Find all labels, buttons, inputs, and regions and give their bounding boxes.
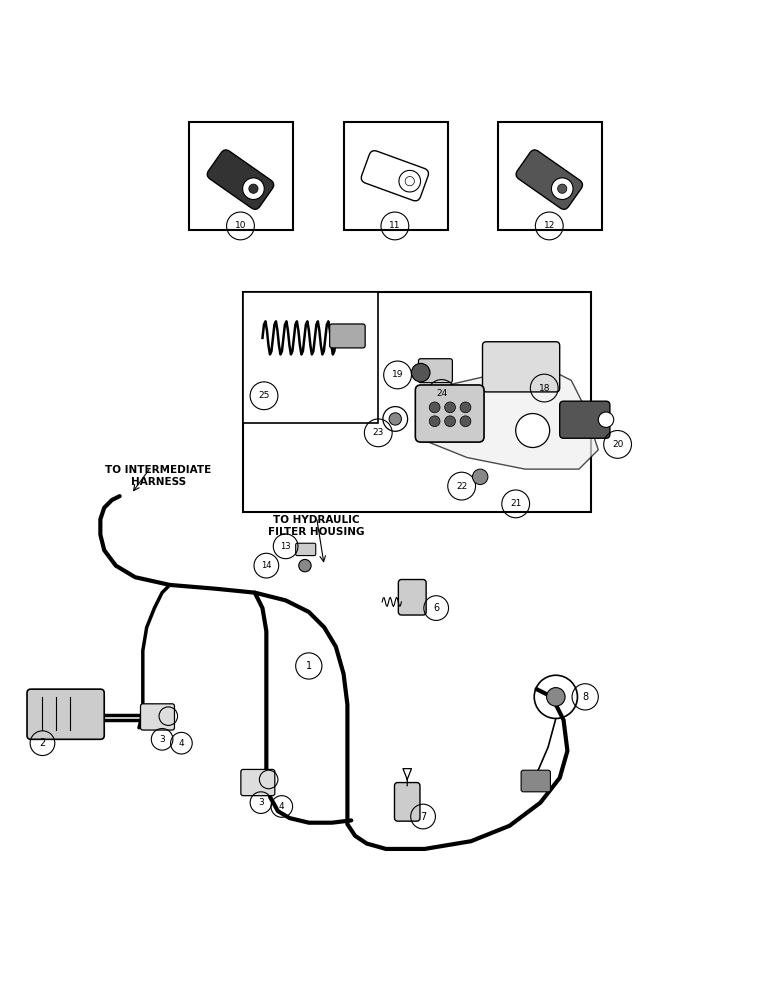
Text: 6: 6: [433, 603, 439, 613]
Text: 4: 4: [178, 739, 185, 748]
Text: 13: 13: [280, 542, 291, 551]
FancyBboxPatch shape: [560, 401, 610, 438]
FancyBboxPatch shape: [361, 151, 428, 201]
Circle shape: [516, 414, 550, 448]
Text: 8: 8: [582, 692, 588, 702]
Circle shape: [429, 416, 440, 427]
Text: 25: 25: [259, 391, 269, 400]
Circle shape: [405, 177, 415, 186]
Bar: [344, 122, 448, 230]
Circle shape: [460, 402, 471, 413]
Bar: [189, 122, 293, 230]
Text: 19: 19: [392, 370, 403, 379]
Circle shape: [411, 363, 430, 382]
FancyBboxPatch shape: [330, 324, 365, 348]
Circle shape: [557, 184, 567, 193]
Text: 11: 11: [389, 221, 401, 230]
Circle shape: [399, 170, 421, 192]
Text: 18: 18: [539, 384, 550, 393]
Text: TO INTERMEDIATE
HARNESS: TO INTERMEDIATE HARNESS: [105, 465, 212, 487]
Text: 3: 3: [159, 735, 165, 744]
Circle shape: [445, 416, 455, 427]
Text: 3: 3: [258, 798, 264, 807]
Circle shape: [445, 402, 455, 413]
Bar: [243, 292, 591, 512]
FancyBboxPatch shape: [207, 150, 274, 209]
FancyBboxPatch shape: [521, 770, 550, 792]
Circle shape: [242, 178, 264, 200]
Text: 10: 10: [235, 221, 246, 230]
Circle shape: [472, 469, 488, 485]
Text: 2: 2: [39, 738, 46, 748]
FancyBboxPatch shape: [415, 385, 484, 442]
Circle shape: [383, 407, 408, 431]
FancyBboxPatch shape: [418, 359, 452, 383]
Circle shape: [547, 688, 565, 706]
Circle shape: [249, 184, 258, 193]
FancyBboxPatch shape: [27, 689, 104, 739]
Circle shape: [551, 178, 573, 200]
Circle shape: [598, 412, 614, 427]
Circle shape: [460, 416, 471, 427]
Text: 24: 24: [436, 389, 447, 398]
Text: 22: 22: [456, 482, 467, 491]
Circle shape: [429, 402, 440, 413]
Text: 4: 4: [279, 802, 285, 811]
FancyBboxPatch shape: [482, 342, 560, 392]
FancyBboxPatch shape: [516, 150, 583, 209]
FancyBboxPatch shape: [296, 543, 316, 556]
Bar: [498, 122, 602, 230]
Circle shape: [389, 413, 401, 425]
Text: 7: 7: [420, 812, 426, 822]
Text: 1: 1: [306, 661, 312, 671]
Text: 14: 14: [261, 561, 272, 570]
Text: 23: 23: [373, 428, 384, 437]
Text: 20: 20: [612, 440, 623, 449]
Circle shape: [299, 559, 311, 572]
FancyBboxPatch shape: [241, 769, 275, 796]
FancyBboxPatch shape: [141, 704, 174, 730]
Text: 12: 12: [543, 221, 555, 230]
FancyBboxPatch shape: [398, 580, 426, 615]
Text: TO HYDRAULIC
FILTER HOUSING: TO HYDRAULIC FILTER HOUSING: [268, 515, 364, 537]
Text: 21: 21: [510, 499, 521, 508]
Bar: [243, 292, 378, 423]
FancyBboxPatch shape: [394, 783, 420, 821]
Polygon shape: [428, 369, 598, 469]
